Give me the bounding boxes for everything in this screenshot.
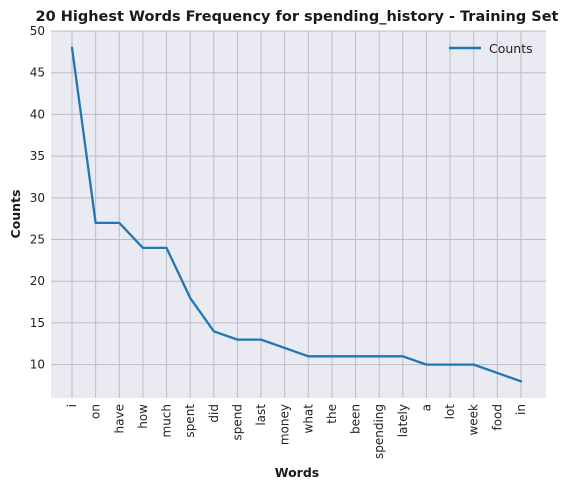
y-tick-label: 35 (30, 149, 45, 163)
y-axis-ticks: 10 15 20 25 30 35 40 45 50 (30, 24, 45, 372)
x-tick-label: in (514, 404, 528, 415)
x-tick-label: how (136, 404, 150, 429)
x-tick-label: been (349, 404, 363, 434)
x-tick-label: money (278, 404, 292, 445)
y-tick-label: 15 (30, 316, 45, 330)
x-tick-label: on (89, 404, 103, 419)
grid-lines (51, 30, 546, 398)
y-tick-label: 30 (30, 191, 45, 205)
x-tick-label: last (254, 404, 268, 426)
x-tick-label: lately (396, 404, 410, 437)
y-tick-label: 40 (30, 107, 45, 121)
series-line-counts (70, 46, 523, 383)
legend-label-counts: Counts (489, 41, 533, 56)
x-tick-label: food (490, 404, 504, 431)
y-tick-label: 25 (30, 233, 45, 247)
chart-title: 20 Highest Words Frequency for spending_… (36, 9, 559, 25)
y-axis-label: Counts (8, 190, 23, 239)
x-tick-label: what (301, 404, 315, 434)
x-tick-label: a (419, 404, 433, 411)
y-tick-label: 50 (30, 24, 45, 38)
x-tick-label: the (325, 404, 339, 424)
y-tick-label: 45 (30, 66, 45, 80)
series-layer (70, 46, 523, 383)
x-tick-label: i (65, 404, 79, 407)
x-tick-label: lot (443, 404, 457, 420)
x-axis-ticks: i on have how much spent did spend last money what… (65, 404, 528, 459)
x-tick-label: week (467, 404, 481, 436)
x-tick-label: much (160, 404, 174, 438)
x-tick-label: spent (183, 404, 197, 438)
x-tick-label: spend (230, 404, 244, 440)
x-axis-label: Words (275, 465, 319, 480)
x-tick-label: spending (372, 404, 386, 459)
x-tick-label: did (207, 404, 221, 423)
plot-area (51, 31, 546, 398)
y-tick-label: 20 (30, 274, 45, 288)
y-tick-label: 10 (30, 358, 45, 372)
x-tick-label: have (112, 404, 126, 433)
legend: Counts (449, 41, 533, 56)
